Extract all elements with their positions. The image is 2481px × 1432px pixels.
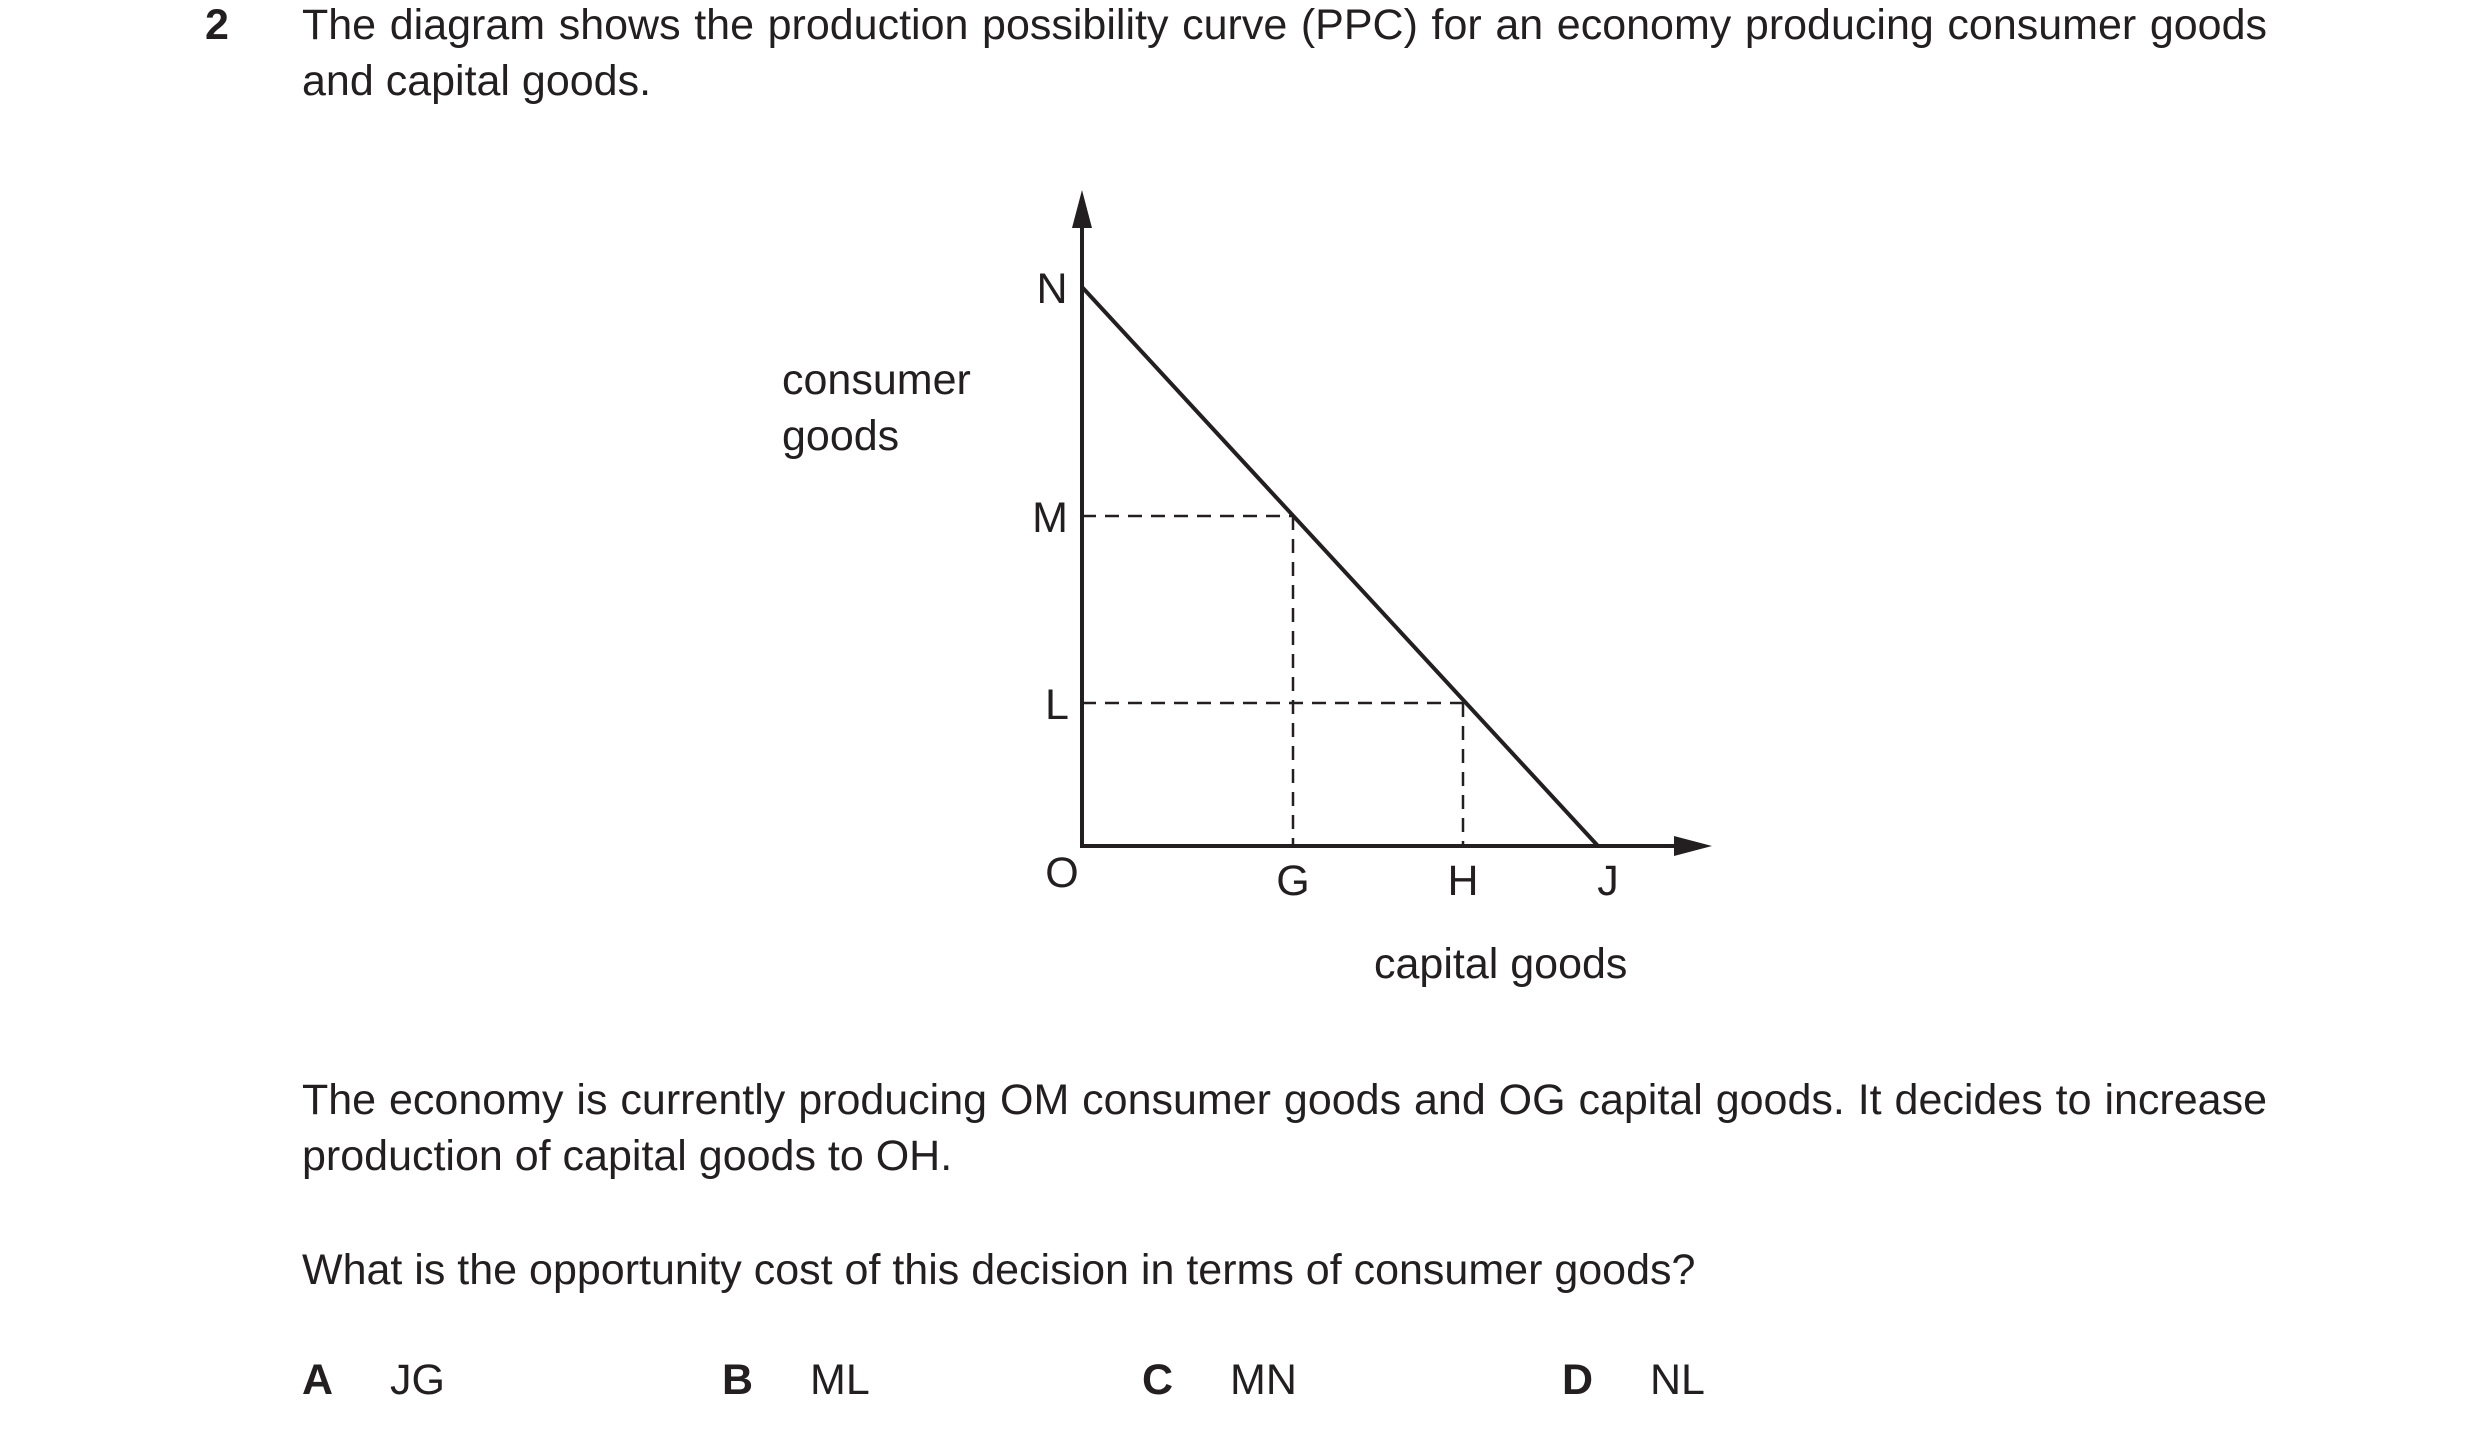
option-letter: B — [722, 1356, 754, 1404]
point-label-l: L — [1045, 681, 1069, 729]
option-letter: C — [1142, 1356, 1174, 1404]
option-letter: A — [302, 1356, 334, 1404]
option-b[interactable]: B ML — [722, 1352, 870, 1408]
option-a[interactable]: A JG — [302, 1352, 445, 1408]
point-label-j: J — [1597, 857, 1619, 905]
question-context: The economy is currently producing OM co… — [302, 1076, 2267, 1180]
ppc-line — [1080, 285, 1600, 848]
point-label-g: G — [1276, 857, 1309, 905]
option-text: MN — [1230, 1356, 1297, 1404]
option-text: ML — [810, 1356, 870, 1404]
point-label-n: N — [1036, 265, 1067, 313]
x-axis-arrowhead — [1674, 836, 1712, 856]
origin-label: O — [1045, 849, 1078, 897]
question-prompt: What is the opportunity cost of this dec… — [302, 1246, 1696, 1294]
question-intro: The diagram shows the production possibi… — [302, 1, 2267, 105]
option-d[interactable]: D NL — [1562, 1352, 1705, 1408]
ppc-diagram: consumer goods N M L O G H J capital goo… — [782, 190, 1712, 988]
point-label-m: M — [1032, 494, 1068, 542]
x-axis-label: capital goods — [1374, 940, 1627, 988]
option-text: JG — [390, 1356, 445, 1404]
question-number: 2 — [205, 1, 229, 49]
point-label-h: H — [1447, 857, 1478, 905]
y-axis-arrowhead — [1072, 190, 1092, 228]
option-c[interactable]: C MN — [1142, 1352, 1297, 1408]
y-axis-label-line1: consumer — [782, 356, 971, 404]
y-axis-label-line2: goods — [782, 412, 899, 460]
option-letter: D — [1562, 1356, 1594, 1404]
option-text: NL — [1650, 1356, 1705, 1404]
